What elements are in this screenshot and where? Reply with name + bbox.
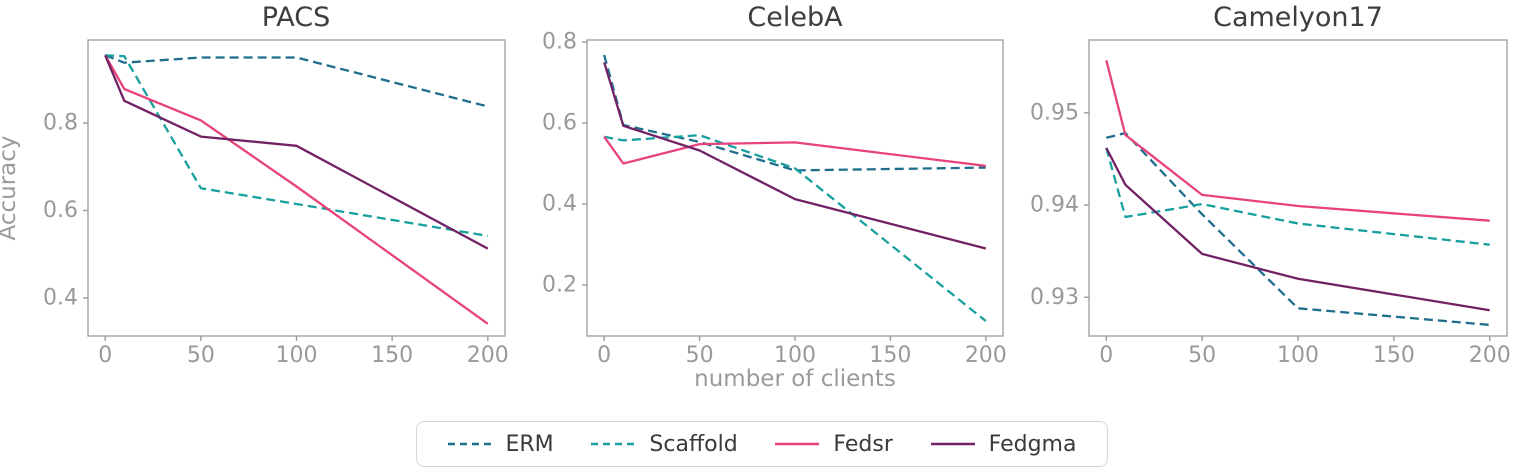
series-line-celeba-fedgma [603, 61, 987, 250]
x-tick-label: 200 [1469, 343, 1511, 368]
y-tick-label: 0.6 [43, 198, 78, 223]
series-line-pacs-scaffold [105, 54, 488, 238]
x-tick-label: 50 [1188, 343, 1216, 368]
x-tick-label: 50 [686, 343, 714, 368]
legend-box: ERM Scaffold Fedsr Fedgma [415, 421, 1108, 467]
x-tick-label: 100 [1277, 343, 1319, 368]
legend-item-fedgma: Fedgma [930, 431, 1077, 457]
legend-item-erm: ERM [447, 432, 554, 457]
x-tick-label: 150 [869, 343, 911, 368]
y-tick-label: 0.4 [43, 285, 78, 310]
y-tick-label: 0.4 [542, 191, 577, 216]
legend-item-scaffold: Scaffold [590, 431, 738, 457]
x-tick-label: 0 [1099, 343, 1113, 368]
y-tick-label: 0.95 [1030, 100, 1079, 125]
x-tick-label: 100 [774, 343, 816, 368]
legend-label-erm: ERM [505, 431, 554, 457]
y-tick-label: 0.8 [43, 111, 78, 136]
legend-label-scaffold: Scaffold [649, 431, 738, 457]
y-tick-label: 0.6 [542, 111, 577, 136]
legend-line-swatch-scaffold [591, 442, 636, 446]
y-axis-label: Accuracy [0, 135, 21, 241]
x-tick-label: 100 [276, 343, 318, 368]
y-tick-label: 0.2 [542, 272, 577, 297]
series-line-celeba-scaffold [603, 134, 987, 322]
x-tick-label: 150 [1373, 343, 1415, 368]
legend-line-swatch-fedgma [930, 442, 975, 446]
series-line-pacs-fedgma [104, 54, 489, 250]
plot-frame-celeba [586, 39, 1004, 337]
x-tick-label: 50 [187, 343, 215, 368]
x-tick-label: 0 [98, 343, 112, 368]
x-tick-label: 200 [467, 343, 509, 368]
chart-title-celeba: CelebA [747, 2, 843, 33]
series-line-pacs-erm [104, 54, 489, 108]
chart-title-camelyon17: Camelyon17 [1213, 2, 1383, 33]
legend-line-swatch-fedsr [775, 442, 820, 446]
legend-item-fedsr: Fedsr [774, 431, 893, 457]
series-line-pacs-fedsr [104, 54, 489, 325]
series-line-celeba-fedsr [603, 136, 986, 168]
x-tick-label: 0 [597, 343, 611, 368]
y-tick-label: 0.94 [1030, 193, 1079, 218]
chart-title-pacs: PACS [261, 2, 331, 33]
plot-frame-camelyon17 [1088, 39, 1508, 337]
legend-line-swatch-erm [447, 442, 492, 446]
x-tick-label: 150 [371, 343, 413, 368]
y-tick-label: 0.8 [542, 30, 577, 55]
series-line-camelyon17-fedgma [1105, 147, 1490, 312]
series-line-camelyon17-erm [1106, 131, 1490, 327]
series-line-camelyon17-fedsr [1105, 60, 1490, 222]
legend-label-fedsr: Fedsr [833, 431, 893, 457]
x-tick-label: 200 [965, 343, 1007, 368]
legend-label-fedgma: Fedgma [988, 431, 1077, 457]
series-line-camelyon17-scaffold [1105, 147, 1490, 246]
x-axis-label: number of clients [694, 366, 896, 392]
y-tick-label: 0.93 [1030, 285, 1079, 310]
